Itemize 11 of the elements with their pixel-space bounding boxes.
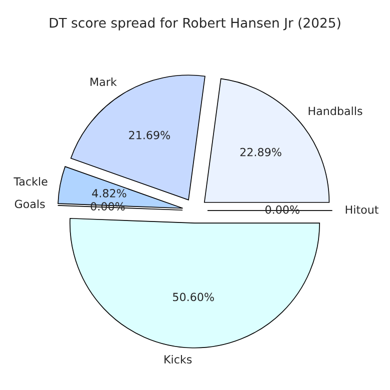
data-label: 22.89% [240, 148, 282, 156]
category-label: Goals [14, 200, 45, 208]
slice-label: Handballs [308, 106, 362, 116]
data-label: 21.69% [129, 130, 170, 140]
chart-title: DT score spread for Robert Hansen Jr (2025) [50, 18, 340, 30]
slice-label: Tackle [14, 177, 48, 186]
slice-label: Mark [90, 77, 117, 86]
data-label: 50.60% [173, 292, 214, 302]
category-label: Hitout [346, 205, 378, 214]
slice-label: Kicks [164, 354, 192, 364]
data-label: 4.82% [92, 188, 126, 198]
